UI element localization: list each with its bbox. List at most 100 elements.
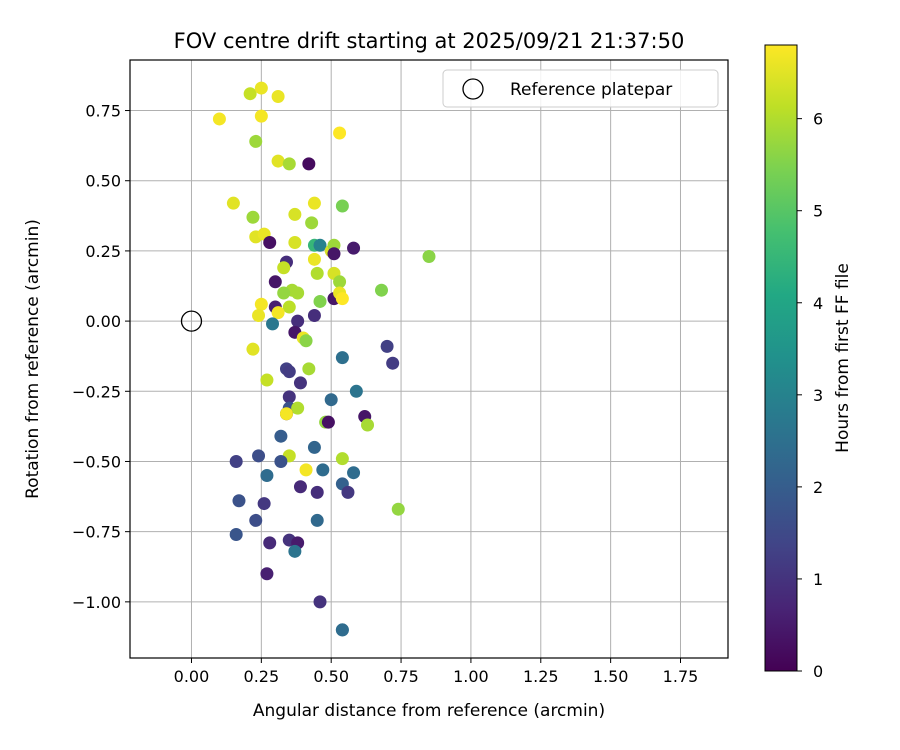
- data-point: [291, 314, 305, 328]
- x-tick-label: 0.75: [383, 667, 419, 686]
- data-point: [260, 373, 274, 387]
- colorbar-ticks: 0 1 2 3 4 5 6: [797, 110, 823, 681]
- data-point: [246, 210, 260, 224]
- x-tick-label: 0.00: [174, 667, 210, 686]
- data-point: [254, 81, 268, 95]
- y-tick-label: −0.25: [72, 382, 121, 401]
- data-point: [232, 494, 246, 508]
- data-point: [293, 376, 307, 390]
- data-point: [271, 154, 285, 168]
- data-point: [299, 334, 313, 348]
- data-point: [263, 536, 277, 550]
- data-point: [391, 502, 405, 516]
- x-tick-label: 1.50: [593, 667, 629, 686]
- colorbar-label: Hours from first FF file: [833, 263, 853, 453]
- data-point: [274, 454, 288, 468]
- data-point: [291, 401, 305, 415]
- plot-frame: [129, 59, 729, 659]
- data-point: [324, 393, 338, 407]
- data-point: [305, 216, 319, 230]
- data-point: [243, 87, 257, 101]
- data-point: [293, 480, 307, 494]
- data-point: [335, 452, 349, 466]
- data-point: [291, 286, 305, 300]
- data-point: [266, 317, 280, 331]
- colorbar-tick-label: 5: [813, 202, 823, 221]
- y-axis-ticks: −1.00 −0.75 −0.50 −0.25 0.00 0.25 0.50 0.75: [72, 102, 130, 612]
- y-tick-label: 0.75: [85, 102, 121, 121]
- data-point: [422, 250, 436, 264]
- data-point: [229, 527, 243, 541]
- data-point: [299, 463, 313, 477]
- data-point: [254, 297, 268, 311]
- data-point: [212, 112, 226, 126]
- data-point: [333, 126, 347, 140]
- y-tick-label: 0.50: [85, 172, 121, 191]
- data-point: [347, 466, 361, 480]
- data-point: [386, 356, 400, 370]
- data-point: [302, 157, 316, 171]
- colorbar-tick-label: 2: [813, 478, 823, 497]
- data-point: [279, 407, 293, 421]
- data-point: [260, 469, 274, 483]
- x-axis-ticks: 0.00 0.25 0.50 0.75 1.00 1.25 1.50 1.75: [174, 658, 698, 686]
- data-point: [282, 157, 296, 171]
- data-point: [288, 544, 302, 558]
- data-point: [327, 247, 341, 261]
- chart-title: FOV centre drift starting at 2025/09/21 …: [174, 29, 685, 53]
- data-point: [254, 109, 268, 123]
- x-axis-label: Angular distance from reference (arcmin): [253, 701, 605, 721]
- y-axis-label: Rotation from reference (arcmin): [23, 219, 43, 499]
- data-point: [335, 351, 349, 365]
- data-point: [229, 454, 243, 468]
- data-point: [268, 275, 282, 289]
- x-tick-label: 1.25: [523, 667, 559, 686]
- legend: Reference platepar: [442, 69, 719, 108]
- legend-box: [442, 69, 719, 108]
- colorbar-tick-label: 4: [813, 294, 823, 313]
- data-point: [361, 418, 375, 432]
- data-point: [341, 485, 355, 499]
- data-point: [310, 266, 324, 280]
- data-point: [271, 306, 285, 320]
- legend-entry-reference: Reference platepar: [510, 80, 672, 100]
- data-point: [288, 207, 302, 221]
- data-point: [249, 513, 263, 527]
- colorbar-tick-label: 1: [813, 570, 823, 589]
- legend-marker-icon: [462, 78, 484, 100]
- data-point: [335, 623, 349, 637]
- data-point: [380, 339, 394, 353]
- data-point: [313, 294, 327, 308]
- y-tick-label: −0.50: [72, 452, 121, 471]
- data-point: [274, 429, 288, 443]
- data-point: [335, 292, 349, 306]
- colorbar-tick-label: 0: [813, 662, 823, 681]
- y-tick-label: −1.00: [72, 593, 121, 612]
- data-point: [335, 199, 349, 213]
- x-tick-label: 0.50: [313, 667, 349, 686]
- data-point: [246, 342, 260, 356]
- data-point: [374, 283, 388, 297]
- reference-marker-layer: [180, 310, 203, 332]
- y-tick-label: 0.00: [85, 312, 121, 331]
- data-point: [260, 567, 274, 581]
- y-tick-label: 0.25: [85, 242, 121, 261]
- data-point: [249, 134, 263, 148]
- data-point: [277, 261, 291, 275]
- colorbar-tick-label: 6: [813, 110, 823, 129]
- data-point: [313, 595, 327, 609]
- data-point: [282, 300, 296, 314]
- colorbar-tick-label: 3: [813, 386, 823, 405]
- data-point: [271, 89, 285, 103]
- data-point: [226, 196, 240, 210]
- data-point: [307, 440, 321, 454]
- data-point: [263, 235, 277, 249]
- data-point: [277, 286, 291, 300]
- data-point: [313, 238, 327, 252]
- data-point: [288, 235, 302, 249]
- colorbar: 0 1 2 3 4 5 6 Hours from first FF file: [764, 44, 853, 681]
- data-point: [321, 415, 335, 429]
- data-point: [302, 362, 316, 376]
- x-tick-label: 0.25: [244, 667, 280, 686]
